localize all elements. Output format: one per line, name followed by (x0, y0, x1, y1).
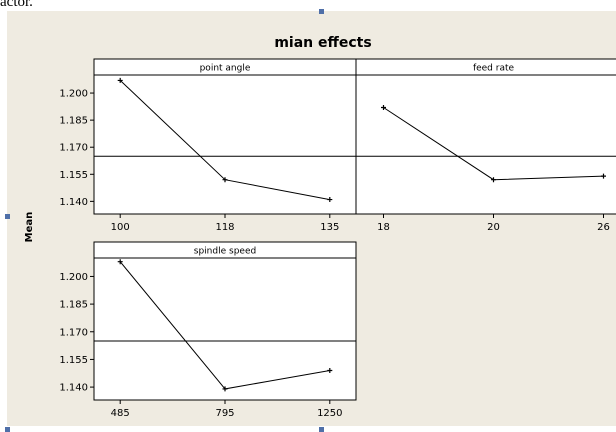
chart-title: mian effects (274, 35, 371, 51)
y-tick-label: 1.170 (59, 327, 88, 338)
x-tick-label: 485 (111, 408, 130, 419)
y-tick-label: 1.155 (59, 170, 88, 181)
x-tick-label: 18 (377, 222, 390, 233)
data-point-marker (381, 104, 386, 110)
data-point-marker (222, 386, 228, 392)
x-tick-label: 135 (320, 222, 339, 233)
y-tick-label: 1.200 (59, 89, 88, 100)
document-text-fragment: actor. (0, 0, 33, 10)
data-point-marker (117, 77, 123, 83)
panel-spindle-speed (93, 241, 357, 401)
panel-title-point-angle: point angle (200, 64, 251, 74)
y-axis-label: Mean (24, 212, 35, 243)
selection-handle-bottom[interactable] (319, 427, 324, 432)
data-point-marker (491, 177, 496, 183)
y-tick-label: 1.185 (59, 116, 88, 127)
y-tick-label: 1.185 (59, 300, 88, 311)
panel-title-spindle-speed: spindle speed (194, 247, 256, 257)
data-point-marker (327, 367, 333, 373)
x-tick-label: 1250 (317, 408, 342, 419)
y-tick-label: 1.140 (59, 383, 88, 394)
data-point-marker (327, 197, 333, 203)
selection-handle-left[interactable] (5, 214, 10, 219)
data-point-marker (222, 177, 228, 183)
x-tick-label: 20 (487, 222, 500, 233)
y-tick-label: 1.155 (59, 355, 88, 366)
panel-point-angle (93, 58, 357, 215)
panel-feed-rate (355, 58, 616, 215)
selection-handle-bottom-left[interactable] (5, 427, 10, 432)
x-tick-label: 118 (215, 222, 234, 233)
y-tick-label: 1.170 (59, 143, 88, 154)
panel-title-feed-rate: feed rate (473, 64, 515, 74)
chart-frame[interactable]: mian effects Mean point angle 1.200 1.185 1… (7, 11, 616, 426)
x-tick-label: 26 (597, 222, 610, 233)
data-point-marker (601, 173, 606, 179)
selection-handle-top[interactable] (319, 9, 324, 14)
y-tick-label: 1.200 (59, 272, 88, 283)
y-tick-label: 1.140 (59, 197, 88, 208)
x-tick-label: 795 (215, 408, 234, 419)
main-effects-chart: mian effects Mean point angle 1.200 1.185 1… (24, 35, 616, 419)
x-tick-label: 100 (111, 222, 130, 233)
data-point-marker (117, 259, 123, 265)
